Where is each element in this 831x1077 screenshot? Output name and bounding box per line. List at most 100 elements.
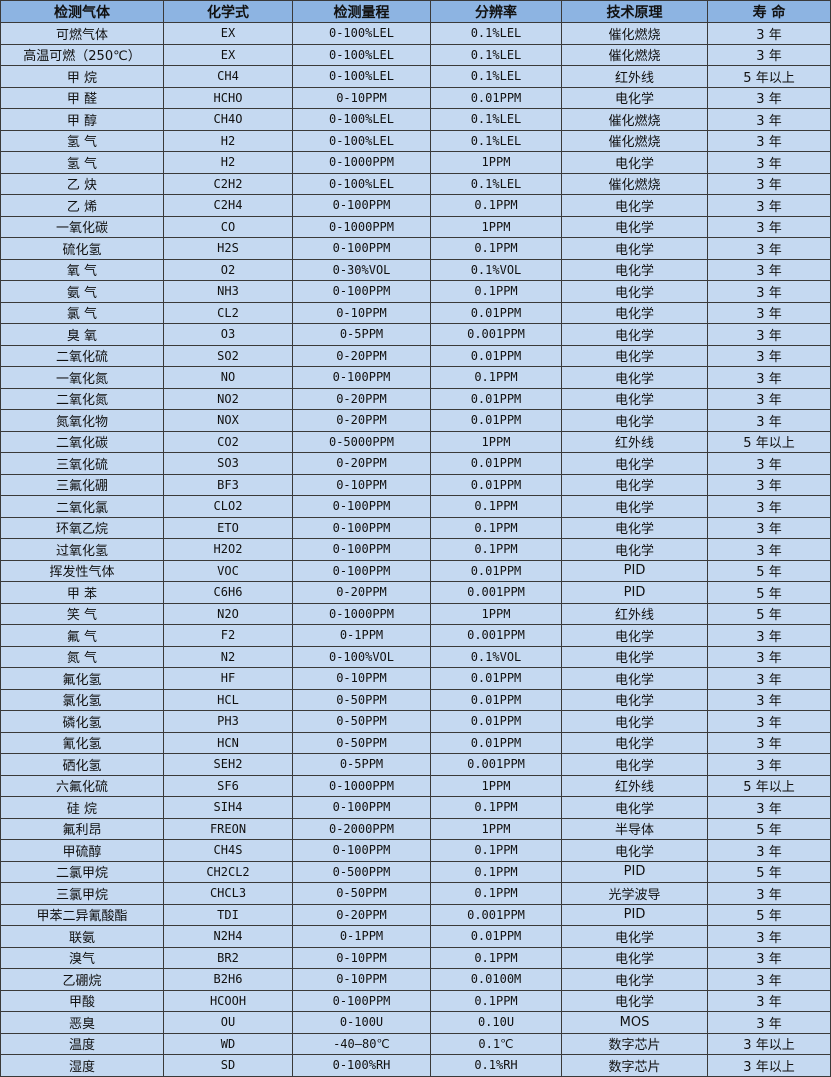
cell-formula: N2O	[163, 602, 293, 625]
cell-gas-name: 氢 气	[0, 129, 164, 152]
cell-lifetime: 3 年	[707, 946, 831, 969]
cell-range: 0-100%VOL	[292, 645, 431, 668]
cell-range: 0-100%LEL	[292, 43, 431, 66]
cell-gas-name: 氮氧化物	[0, 409, 164, 432]
cell-principle: 电化学	[561, 495, 708, 518]
table-row: 高温可燃（250℃） EX 0-100%LEL 0.1%LEL 催化燃烧 3 年	[0, 43, 831, 66]
table-row: 臭 氧 O3 0-5PPM 0.001PPM 电化学 3 年	[0, 323, 831, 346]
cell-range: 0-50PPM	[292, 731, 431, 754]
cell-gas-name: 恶臭	[0, 1011, 164, 1034]
cell-range: 0-1000PPM	[292, 215, 431, 238]
cell-lifetime: 3 年	[707, 172, 831, 195]
cell-range: 0-100PPM	[292, 194, 431, 217]
table-row: 氢 气 H2 0-1000PPM 1PPM 电化学 3 年	[0, 151, 831, 174]
cell-principle: 催化燃烧	[561, 22, 708, 45]
cell-principle: 电化学	[561, 366, 708, 389]
cell-principle: 电化学	[561, 645, 708, 668]
cell-range: 0-10PPM	[292, 946, 431, 969]
table-row: 硅 烷 SIH4 0-100PPM 0.1PPM 电化学 3 年	[0, 796, 831, 819]
cell-lifetime: 3 年	[707, 710, 831, 733]
cell-formula: SO3	[163, 452, 293, 475]
cell-lifetime: 3 年	[707, 882, 831, 905]
cell-gas-name: 湿度	[0, 1054, 164, 1077]
cell-gas-name: 甲硫醇	[0, 839, 164, 862]
table-row: 二氧化氮 NO2 0-20PPM 0.01PPM 电化学 3 年	[0, 387, 831, 410]
cell-gas-name: 氟化氢	[0, 667, 164, 690]
cell-resolution: 1PPM	[430, 430, 562, 453]
cell-range: 0-5PPM	[292, 323, 431, 346]
cell-gas-name: 三氟化硼	[0, 473, 164, 496]
cell-range: 0-2000PPM	[292, 817, 431, 840]
cell-formula: CL2	[163, 301, 293, 324]
table-row: 一氧化氮 NO 0-100PPM 0.1PPM 电化学 3 年	[0, 366, 831, 389]
cell-formula: F2	[163, 624, 293, 647]
cell-principle: PID	[561, 581, 708, 604]
cell-principle: MOS	[561, 1011, 708, 1034]
cell-range: 0-20PPM	[292, 452, 431, 475]
cell-lifetime: 3 年	[707, 301, 831, 324]
cell-principle: 电化学	[561, 452, 708, 475]
cell-gas-name: 甲 苯	[0, 581, 164, 604]
cell-principle: 红外线	[561, 430, 708, 453]
cell-resolution: 0.1%VOL	[430, 258, 562, 281]
cell-range: 0-100PPM	[292, 538, 431, 561]
cell-principle: 电化学	[561, 667, 708, 690]
cell-lifetime: 3 年	[707, 22, 831, 45]
cell-principle: 电化学	[561, 753, 708, 776]
cell-formula: CH4S	[163, 839, 293, 862]
cell-lifetime: 5 年	[707, 602, 831, 625]
cell-gas-name: 臭 氧	[0, 323, 164, 346]
table-row: 可燃气体 EX 0-100%LEL 0.1%LEL 催化燃烧 3 年	[0, 22, 831, 45]
cell-formula: HCN	[163, 731, 293, 754]
cell-gas-name: 高温可燃（250℃）	[0, 43, 164, 66]
cell-resolution: 0.01PPM	[430, 301, 562, 324]
cell-resolution: 0.01PPM	[430, 387, 562, 410]
cell-resolution: 0.01PPM	[430, 409, 562, 432]
table-row: 氯 气 CL2 0-10PPM 0.01PPM 电化学 3 年	[0, 301, 831, 324]
cell-lifetime: 3 年	[707, 280, 831, 303]
cell-range: 0-50PPM	[292, 882, 431, 905]
cell-resolution: 0.1PPM	[430, 538, 562, 561]
cell-principle: PID	[561, 860, 708, 883]
cell-range: 0-100PPM	[292, 989, 431, 1012]
cell-formula: OU	[163, 1011, 293, 1034]
cell-lifetime: 3 年	[707, 323, 831, 346]
cell-formula: O3	[163, 323, 293, 346]
cell-resolution: 0.001PPM	[430, 581, 562, 604]
cell-range: 0-100PPM	[292, 280, 431, 303]
cell-principle: 电化学	[561, 946, 708, 969]
cell-formula: CO2	[163, 430, 293, 453]
cell-principle: 电化学	[561, 839, 708, 862]
cell-gas-name: 氟利昂	[0, 817, 164, 840]
cell-lifetime: 3 年	[707, 624, 831, 647]
cell-gas-name: 溴气	[0, 946, 164, 969]
cell-gas-name: 氧 气	[0, 258, 164, 281]
cell-resolution: 0.001PPM	[430, 903, 562, 926]
cell-range: 0-100U	[292, 1011, 431, 1034]
cell-lifetime: 3 年	[707, 495, 831, 518]
cell-gas-name: 温度	[0, 1032, 164, 1055]
table-row: 三氧化硫 SO3 0-20PPM 0.01PPM 电化学 3 年	[0, 452, 831, 475]
cell-resolution: 0.1PPM	[430, 882, 562, 905]
cell-formula: SO2	[163, 344, 293, 367]
cell-principle: 催化燃烧	[561, 172, 708, 195]
cell-range: 0-100%RH	[292, 1054, 431, 1077]
cell-gas-name: 二氯甲烷	[0, 860, 164, 883]
cell-gas-name: 笑 气	[0, 602, 164, 625]
table-row: 温度 WD -40—80℃ 0.1℃ 数字芯片 3 年以上	[0, 1032, 831, 1055]
cell-gas-name: 甲 醇	[0, 108, 164, 131]
cell-formula: NOX	[163, 409, 293, 432]
cell-resolution: 0.1PPM	[430, 280, 562, 303]
cell-lifetime: 5 年以上	[707, 774, 831, 797]
cell-principle: 电化学	[561, 624, 708, 647]
cell-range: 0-100%LEL	[292, 65, 431, 88]
cell-principle: 电化学	[561, 86, 708, 109]
cell-principle: 电化学	[561, 194, 708, 217]
cell-resolution: 1PPM	[430, 151, 562, 174]
cell-lifetime: 3 年	[707, 129, 831, 152]
cell-principle: 红外线	[561, 65, 708, 88]
cell-resolution: 0.1PPM	[430, 946, 562, 969]
table-row: 三氯甲烷 CHCL3 0-50PPM 0.1PPM 光学波导 3 年	[0, 882, 831, 905]
cell-resolution: 0.001PPM	[430, 624, 562, 647]
cell-formula: B2H6	[163, 968, 293, 991]
